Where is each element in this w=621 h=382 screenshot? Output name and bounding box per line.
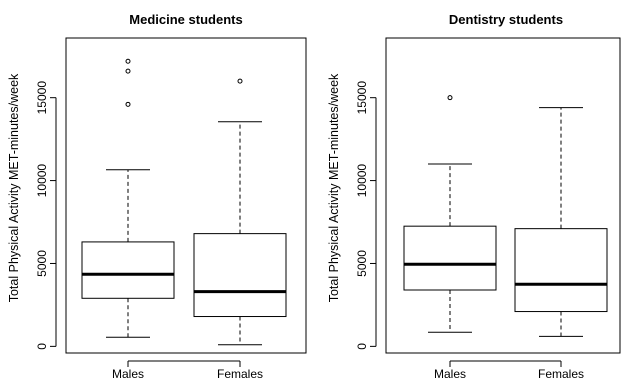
iqr-box [193,233,287,318]
box-series [81,58,287,346]
outlier-point [125,101,131,107]
box-females [193,78,287,346]
x-axis: Males Females [112,360,263,381]
panel-title: Dentistry students [449,12,563,27]
y-tick-label: 5000 [35,250,49,277]
iqr-box [514,228,608,313]
plot-frame [65,37,307,354]
y-axis: 0 5000 10000 15000 [35,81,57,350]
box-males [403,95,497,333]
x-tick-label: Females [217,367,263,381]
panel-title: Medicine students [129,12,242,27]
y-tick-label: 15000 [35,81,49,115]
y-tick-label: 10000 [355,164,369,198]
y-axis-label: Total Physical Activity MET-minutes/week [327,73,341,302]
y-tick-label: 0 [35,343,49,350]
x-axis: Males Females [434,360,584,381]
outlier-point [125,68,131,74]
iqr-box [403,225,497,291]
y-axis-label: Total Physical Activity MET-minutes/week [7,73,21,302]
dentistry-panel: Dentistry students Total Physical Activi… [327,12,621,381]
box-males [81,58,175,338]
y-tick-label: 10000 [35,164,49,198]
y-axis: 0 5000 10000 15000 [355,81,377,350]
y-tick-label: 15000 [355,81,369,115]
medicine-panel: Medicine students Total Physical Activit… [7,12,307,381]
box-females [514,107,608,337]
box-series [403,95,608,337]
outlier-point [447,95,453,101]
outlier-point [125,58,131,64]
x-tick-label: Males [434,367,466,381]
plot-frame [385,37,621,354]
outlier-point [237,78,243,84]
y-tick-label: 0 [355,343,369,350]
iqr-box [81,241,175,299]
y-tick-label: 5000 [355,250,369,277]
x-tick-label: Males [112,367,144,381]
x-tick-label: Females [538,367,584,381]
